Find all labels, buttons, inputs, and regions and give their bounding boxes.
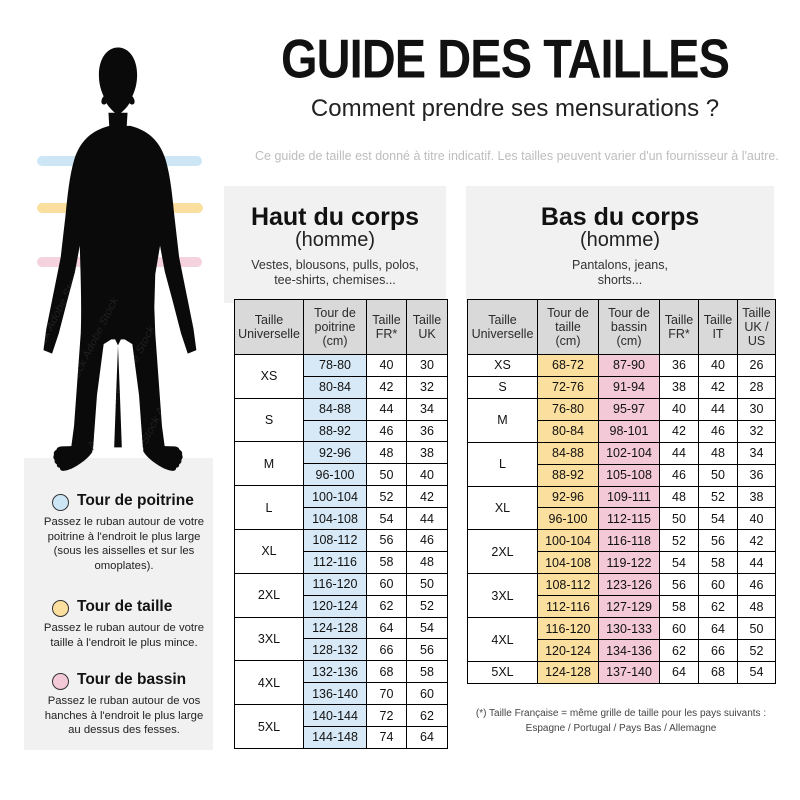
svg-text:Adobe Stock Adobe Stock: Adobe Stock Adobe Stock [196, 408, 204, 477]
